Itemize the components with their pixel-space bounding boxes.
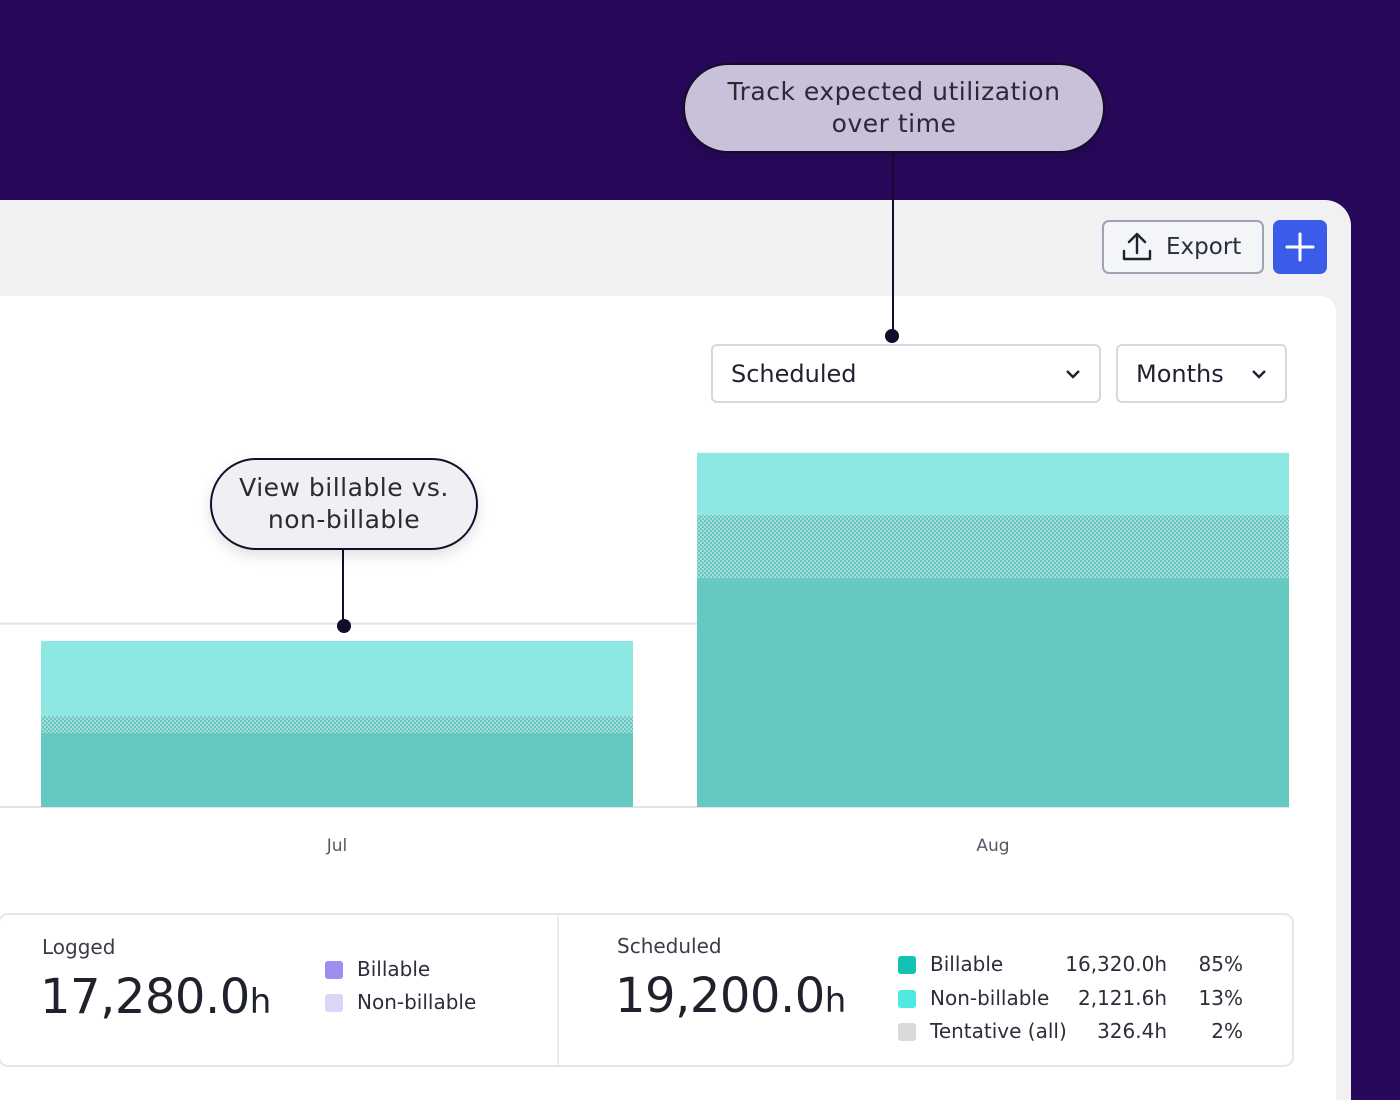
row-hours: 326.4h xyxy=(1097,1019,1167,1043)
callout: View billable vs. non-billable xyxy=(210,458,478,550)
row-share: 85% xyxy=(1198,952,1243,976)
legend-label: Non-billable xyxy=(357,990,477,1014)
add-button[interactable] xyxy=(1273,220,1327,274)
callout: Track expected utilization over time xyxy=(683,63,1105,153)
dropdown-value: Scheduled xyxy=(731,359,857,388)
row-name: Non-billable xyxy=(930,985,1050,1010)
x-tick-label: Jul xyxy=(326,836,348,856)
legend-swatch xyxy=(898,989,916,1008)
legend-swatch xyxy=(325,961,343,979)
bar-segment xyxy=(41,716,633,733)
summary: Logged 17,280.0h Billable Non-billable Sc… xyxy=(0,913,1294,1067)
unit: h xyxy=(249,982,272,1022)
legend-label: Billable xyxy=(357,957,431,981)
callout-dot xyxy=(337,619,351,633)
x-tick-label: Aug xyxy=(976,836,1009,856)
callout-text: View billable vs. non-billable xyxy=(239,473,449,534)
row-name: Billable xyxy=(930,952,1004,976)
add-icon xyxy=(1285,232,1315,262)
bar-segment xyxy=(41,732,633,807)
row-hours: 2,121.6h xyxy=(1077,985,1167,1010)
row-share: 13% xyxy=(1198,985,1243,1010)
export-button[interactable]: Export xyxy=(1102,220,1264,274)
callout-dot xyxy=(885,329,899,343)
total: 19,200.0 xyxy=(615,968,825,1024)
export-label: Export xyxy=(1166,234,1242,260)
unit: h xyxy=(824,981,847,1021)
bar-segment xyxy=(697,577,1289,807)
bar-segment xyxy=(41,640,633,717)
export-icon xyxy=(1122,232,1152,261)
dropdown-value: Months xyxy=(1136,359,1224,388)
period-dropdown[interactable]: Months xyxy=(1116,344,1287,403)
chevron xyxy=(1252,369,1266,379)
row-hours: 16,320.0h xyxy=(1065,952,1167,976)
logged-total: 17,280.0h xyxy=(40,969,271,1025)
divider xyxy=(557,915,559,1065)
scheduled-label: Scheduled xyxy=(617,934,722,958)
callout-text: Track expected utilization over time xyxy=(727,77,1061,138)
legend-swatch xyxy=(898,1023,916,1041)
chevron xyxy=(1066,369,1080,379)
legend-swatch xyxy=(325,994,343,1012)
bar-segment xyxy=(697,452,1289,515)
scheduled-total: 19,200.0h xyxy=(615,968,846,1024)
row-name: Tentative (all) xyxy=(930,1019,1067,1043)
legend-swatch xyxy=(898,956,916,974)
metric-dropdown[interactable]: Scheduled xyxy=(711,344,1101,403)
row-share: 2% xyxy=(1211,1019,1243,1043)
total: 17,280.0 xyxy=(40,969,250,1025)
bar-segment xyxy=(697,514,1289,578)
logged-label: Logged xyxy=(42,935,116,959)
